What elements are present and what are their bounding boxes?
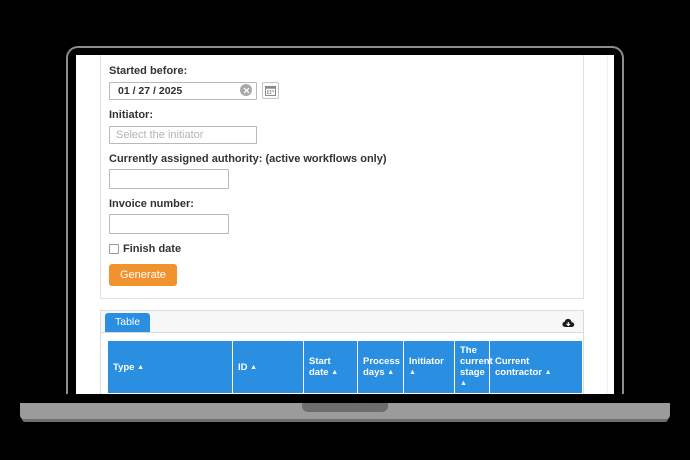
laptop-base-notch (302, 403, 388, 412)
sort-asc-icon[interactable]: ▲ (409, 369, 416, 376)
cell-id (233, 393, 303, 394)
finish-date-label: Finish date (123, 243, 182, 255)
tab-table[interactable]: Table (105, 313, 151, 332)
column-label: ID (238, 361, 248, 373)
workflow-table: Type ▲ ID ▲ Start date ▲ (107, 341, 583, 394)
column-header-start-date[interactable]: Start date ▲ (304, 341, 357, 393)
column-label: Current contractor (495, 356, 542, 378)
column-label: Process days (363, 356, 400, 378)
cell-process-days: 0 (358, 393, 403, 394)
column-label: Start date (309, 356, 331, 378)
started-before-field-wrap (109, 81, 257, 100)
sort-asc-icon[interactable]: ▲ (387, 369, 395, 376)
clear-circle-icon[interactable] (240, 84, 252, 96)
sort-asc-icon[interactable]: ▲ (460, 380, 467, 387)
sort-asc-icon[interactable]: ▲ (544, 369, 552, 376)
content-column: Started before: (100, 55, 584, 394)
table-header-row: Type ▲ ID ▲ Start date ▲ (108, 341, 582, 393)
results-table-container: Type ▲ ID ▲ Start date ▲ (101, 333, 583, 394)
assigned-authority-input[interactable] (109, 169, 229, 189)
column-label: Type (113, 361, 135, 373)
started-before-input[interactable] (109, 82, 257, 100)
column-header-current-stage[interactable]: The current stage ▲ (455, 341, 493, 393)
column-header-type[interactable]: Type ▲ (108, 341, 232, 393)
laptop-base-edge (22, 419, 668, 422)
column-label: Initiator (409, 356, 444, 367)
invoice-number-input[interactable] (109, 214, 229, 234)
finish-date-checkbox[interactable] (109, 244, 119, 254)
invoice-number-label: Invoice number: (109, 198, 194, 210)
initiator-label: Initiator: (109, 109, 153, 121)
sort-asc-icon[interactable]: ▲ (137, 363, 145, 371)
assigned-authority-label: Currently assigned authority: (active wo… (109, 153, 387, 165)
page-scroll-gutter[interactable] (607, 55, 614, 394)
results-card-header: Table (101, 311, 583, 333)
column-header-process-days[interactable]: Process days ▲ (358, 341, 403, 393)
table-row[interactable]: Mehrstufiger_Freigabeprozess 2025-01-27 … (108, 393, 582, 394)
initiator-input[interactable] (109, 126, 257, 144)
cell-initiator: admin-local@itis.de admin-local@itis.de (404, 393, 454, 394)
calendar-icon[interactable] (262, 82, 279, 99)
cell-start-date: 2025-01-27 (304, 393, 357, 394)
column-header-current-contractor[interactable]: Current contractor ▲ (490, 341, 582, 393)
cell-current-contractor: GROUP_Production (490, 393, 582, 394)
web-page: Started before: (76, 55, 614, 394)
column-header-id[interactable]: ID ▲ (233, 341, 303, 393)
filter-panel: Started before: (100, 55, 584, 299)
started-before-row (109, 81, 575, 100)
cell-type: Mehrstufiger_Freigabeprozess (108, 393, 232, 394)
column-header-initiator[interactable]: Initiator ▲ (404, 341, 454, 393)
sort-asc-icon[interactable]: ▲ (331, 369, 339, 376)
sort-asc-icon[interactable]: ▲ (250, 363, 258, 371)
finish-date-row: Finish date (109, 243, 575, 255)
laptop-screen: Started before: (76, 55, 614, 394)
cloud-download-icon[interactable] (562, 318, 575, 332)
started-before-label: Started before: (109, 65, 188, 77)
column-label: The current stage (460, 345, 493, 378)
cell-current-stage: Review (455, 393, 489, 394)
generate-button[interactable]: Generate (109, 264, 177, 286)
results-card: Table (100, 310, 584, 394)
